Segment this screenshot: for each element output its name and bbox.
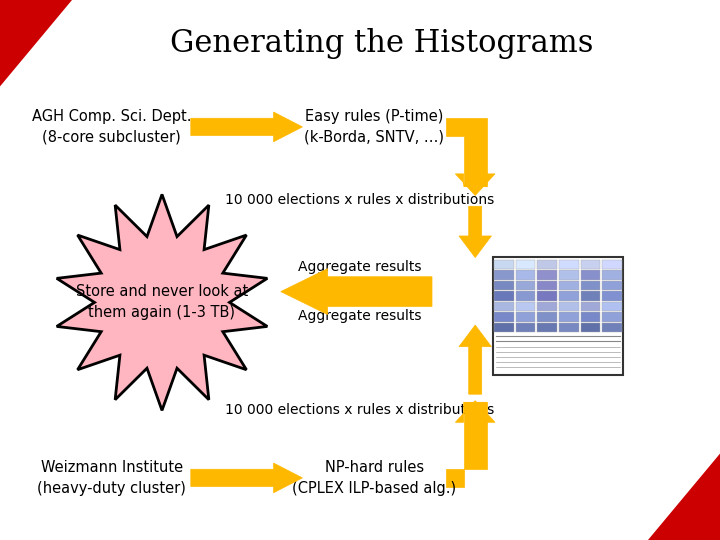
Bar	[559, 302, 579, 311]
Bar	[602, 323, 622, 332]
Text: Generating the Histograms: Generating the Histograms	[170, 28, 593, 59]
Polygon shape	[191, 112, 302, 141]
Text: NP-hard rules
(CPLEX ILP-based alg.): NP-hard rules (CPLEX ILP-based alg.)	[292, 460, 456, 496]
Bar	[580, 291, 600, 301]
Polygon shape	[456, 401, 495, 422]
Bar	[602, 291, 622, 301]
Text: Easy rules (P-time)
(k-Borda, SNTV, …): Easy rules (P-time) (k-Borda, SNTV, …)	[305, 109, 444, 145]
Polygon shape	[281, 268, 432, 314]
Bar	[537, 270, 557, 280]
Bar	[516, 260, 536, 269]
Bar	[559, 270, 579, 280]
Bar	[537, 281, 557, 290]
Bar	[493, 256, 623, 375]
Polygon shape	[456, 174, 495, 195]
Bar	[580, 260, 600, 269]
Text: AGH Comp. Sci. Dept.
(8-core subcluster): AGH Comp. Sci. Dept. (8-core subcluster)	[32, 109, 192, 145]
Bar	[516, 281, 536, 290]
Polygon shape	[648, 454, 720, 540]
Text: Weizmann Institute
(heavy-duty cluster): Weizmann Institute (heavy-duty cluster)	[37, 460, 186, 496]
Bar	[494, 260, 514, 269]
Bar	[537, 323, 557, 332]
Bar	[494, 270, 514, 280]
Bar	[537, 302, 557, 311]
Bar	[494, 281, 514, 290]
Text: Aggregate results: Aggregate results	[298, 260, 422, 274]
Polygon shape	[459, 325, 491, 394]
Bar	[559, 323, 579, 332]
Polygon shape	[191, 463, 302, 492]
Bar	[537, 260, 557, 269]
Bar	[494, 291, 514, 301]
Bar	[580, 312, 600, 322]
Bar	[602, 312, 622, 322]
Text: 10 000 elections x rules x distributions: 10 000 elections x rules x distributions	[225, 193, 495, 207]
Bar	[559, 291, 579, 301]
Bar	[602, 281, 622, 290]
Bar	[494, 302, 514, 311]
Bar	[580, 281, 600, 290]
Bar	[559, 312, 579, 322]
Polygon shape	[0, 0, 72, 86]
Bar	[580, 270, 600, 280]
Text: Aggregate results: Aggregate results	[298, 309, 422, 323]
Bar	[602, 260, 622, 269]
Text: 10 000 elections x rules x distributions: 10 000 elections x rules x distributions	[225, 403, 495, 417]
Bar	[516, 302, 536, 311]
Polygon shape	[446, 402, 487, 487]
Bar	[516, 270, 536, 280]
Bar	[602, 302, 622, 311]
Polygon shape	[446, 118, 487, 186]
Bar	[537, 291, 557, 301]
Bar	[580, 302, 600, 311]
Bar	[537, 312, 557, 322]
Bar	[602, 270, 622, 280]
Bar	[559, 281, 579, 290]
Text: Store and never look at
them again (1-3 TB): Store and never look at them again (1-3 …	[76, 285, 248, 320]
Polygon shape	[57, 194, 267, 410]
Polygon shape	[459, 206, 491, 258]
Bar	[580, 323, 600, 332]
Bar	[516, 323, 536, 332]
Bar	[494, 312, 514, 322]
Bar	[516, 291, 536, 301]
Bar	[494, 323, 514, 332]
Bar	[516, 312, 536, 322]
Bar	[559, 260, 579, 269]
